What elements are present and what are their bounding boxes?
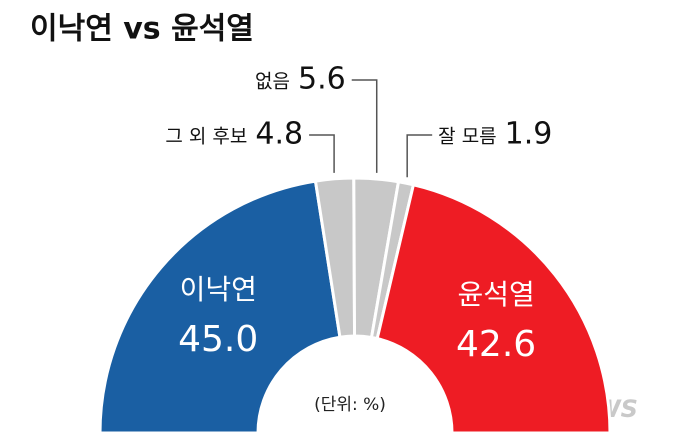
leader-line bbox=[351, 79, 378, 173]
value-label: 45.0 bbox=[178, 319, 258, 360]
unit-note: (단위: %) bbox=[314, 395, 386, 415]
leader-line bbox=[406, 134, 433, 178]
slice-label: 그 외 후보 bbox=[165, 126, 247, 148]
value-label: 4.8 bbox=[255, 117, 303, 152]
slice bbox=[98, 179, 342, 435]
slice-label: 이낙연 bbox=[180, 273, 257, 306]
value-label: 1.9 bbox=[505, 117, 553, 152]
leader-line bbox=[309, 134, 335, 173]
value-label: 42.6 bbox=[456, 324, 536, 365]
slice-label: 윤석열 bbox=[457, 278, 534, 311]
slice-label: 없음 bbox=[255, 71, 290, 93]
chart-title: 이낙연 vs 윤석열 bbox=[30, 12, 254, 47]
value-label: 5.6 bbox=[298, 62, 346, 97]
slice-label: 잘 모름 bbox=[438, 126, 496, 148]
slices bbox=[98, 176, 612, 435]
slice bbox=[375, 182, 612, 435]
